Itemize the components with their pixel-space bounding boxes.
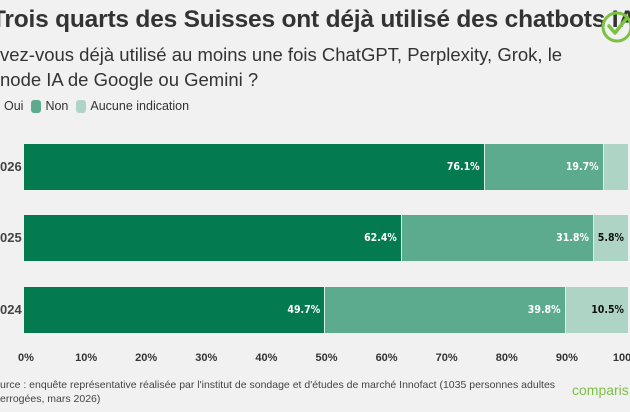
x-axis-tick-label: 90% <box>555 352 578 364</box>
legend-item-non: Non <box>31 99 68 113</box>
x-axis-tick-label: 50% <box>315 352 338 364</box>
bar-segment-non: 19.7% <box>483 144 603 190</box>
data-label: 31.8% <box>556 232 589 244</box>
bar-segment-non: 39.8% <box>324 287 565 333</box>
bar-row-026: 76.1% 19.7% <box>24 144 628 190</box>
bar-segment-oui: 49.7% <box>24 287 325 333</box>
source-note: urce : enquête représentative réalisée p… <box>0 378 555 406</box>
subtitle-line-2: node IA de Google ou Gemini ? <box>0 69 259 90</box>
bar-segment-oui: 76.1% <box>24 144 484 190</box>
legend-swatch-aucune <box>76 99 87 113</box>
chart-title: Trois quarts des Suisses ont déjà utilis… <box>0 6 630 33</box>
x-axis-tick-label: 30% <box>195 352 218 364</box>
chart-subtitle: vez-vous déjà utilisé au moins une fois … <box>0 42 562 92</box>
data-label: 39.8% <box>527 304 561 316</box>
bar-segment-oui: 62.4% <box>24 215 401 261</box>
x-axis-tick-label: 100% <box>612 352 630 364</box>
y-axis-label: 024 <box>0 302 22 317</box>
legend-label-oui: Oui <box>4 99 24 113</box>
comparis-logo: comparis.c <box>572 382 630 398</box>
chart-legend: Oui Non Aucune indication <box>0 99 197 113</box>
legend-item-oui: Oui <box>0 99 23 113</box>
y-axis-label: 025 <box>0 230 22 245</box>
source-line-2: errogées, mars 2026) <box>0 393 101 405</box>
subtitle-line-1: vez-vous déjà utilisé au moins une fois … <box>0 44 563 65</box>
data-label: 62.4% <box>364 232 397 244</box>
data-label: 10.5% <box>591 304 624 316</box>
x-axis-tick-label: 10% <box>75 352 98 364</box>
legend-item-aucune: Aucune indication <box>76 99 189 113</box>
bar-segment-non: 31.8% <box>400 215 593 261</box>
x-axis-tick-label: 20% <box>135 352 158 364</box>
bar-segment-aucune-indication <box>602 144 628 190</box>
bar-segment-aucune-indication: 5.8% <box>592 215 628 261</box>
legend-label-aucune: Aucune indication <box>90 99 190 113</box>
bar-row-024: 49.7% 39.8% 10.5% <box>24 287 628 333</box>
data-label: 76.1% <box>446 161 480 173</box>
bar-segment-aucune-indication: 10.5% <box>564 287 628 333</box>
x-axis-tick-label: 80% <box>495 352 518 364</box>
x-axis-tick-label: 40% <box>255 352 278 364</box>
data-label: 5.8% <box>597 232 624 244</box>
data-label: 49.7% <box>287 304 321 316</box>
x-axis-tick-label: 70% <box>435 352 458 364</box>
x-axis-tick-label: 60% <box>375 352 398 364</box>
data-label: 19.7% <box>565 161 599 173</box>
legend-swatch-non <box>31 99 42 113</box>
y-axis-label: 026 <box>0 159 22 174</box>
check-circle-icon <box>601 11 630 43</box>
legend-label-non: Non <box>45 99 69 113</box>
x-axis-tick-label: 0% <box>18 352 34 364</box>
source-line-1: urce : enquête représentative réalisée p… <box>0 379 556 391</box>
bar-row-025: 62.4% 31.8% 5.8% <box>24 215 628 261</box>
